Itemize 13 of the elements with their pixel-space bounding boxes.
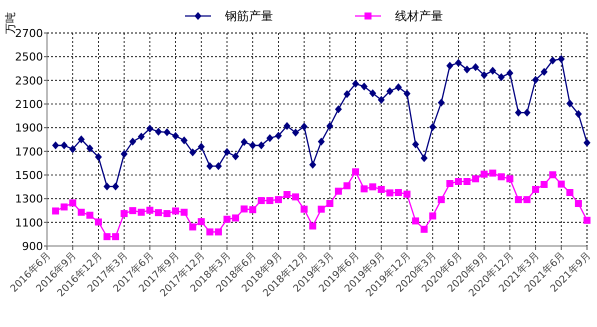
y-tick-label: 1900 [15, 122, 43, 135]
y-tick-label: 2100 [15, 98, 43, 111]
legend-label: 线材产量 [395, 9, 443, 23]
y-tick-label: 2500 [15, 50, 43, 64]
y-tick-label: 900 [22, 240, 43, 253]
y-tick-label: 1100 [15, 216, 43, 230]
y-tick-label: 2700 [15, 27, 43, 40]
y-tick-label: 1700 [15, 145, 43, 158]
y-tick-label: 1500 [15, 169, 43, 182]
y-tick-label: 1300 [15, 192, 43, 206]
legend-label: 钢筋产量 [224, 9, 273, 23]
y-tick-label: 2300 [15, 74, 43, 88]
y-axis-title: 万吨 [4, 12, 17, 34]
